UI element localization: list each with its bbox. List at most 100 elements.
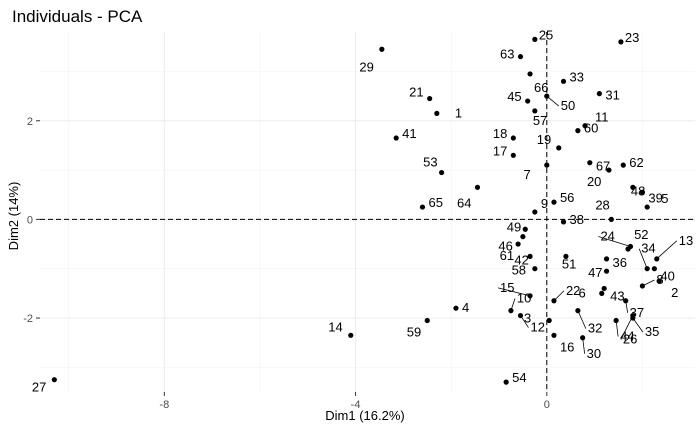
point-label-33: 33 <box>570 69 584 84</box>
data-point-10 <box>508 308 514 314</box>
data-point-35 <box>630 315 636 321</box>
label-leader-line <box>615 320 619 337</box>
point-label-3: 3 <box>524 310 531 325</box>
data-point-64 <box>474 184 481 190</box>
label-leader-line <box>656 240 678 260</box>
label-leader-line <box>582 337 586 354</box>
data-point-66 <box>527 71 533 77</box>
data-point-22 <box>551 298 557 304</box>
data-point-19 <box>556 145 562 151</box>
data-point-36 <box>603 268 610 274</box>
reference-lines <box>40 32 695 392</box>
data-point-5 <box>644 204 650 210</box>
data-point-6 <box>599 290 605 296</box>
chart-title: Individuals - PCA <box>12 7 143 26</box>
data-point-18 <box>510 135 516 141</box>
point-label-34: 34 <box>641 241 655 256</box>
data-point-47 <box>603 256 610 262</box>
point-label-54: 54 <box>512 370 526 385</box>
point-label-49: 49 <box>507 219 521 234</box>
y-tick-label: 0 <box>27 214 33 226</box>
data-point-17 <box>510 152 516 158</box>
label-leader-line <box>638 248 648 269</box>
point-label-42: 42 <box>514 253 528 268</box>
data-point-60 <box>575 128 581 134</box>
point-label-9: 9 <box>541 196 548 211</box>
data-point-54 <box>503 379 509 385</box>
data-point-62 <box>620 162 626 168</box>
data-point-12 <box>517 312 524 319</box>
data-point-14 <box>348 332 354 338</box>
data-point-4 <box>453 305 459 311</box>
data-point-13 <box>654 256 660 262</box>
point-label-32: 32 <box>588 321 602 336</box>
data-point-53 <box>439 169 445 176</box>
data-point-67 <box>587 160 593 166</box>
point-label-31: 31 <box>605 88 619 103</box>
point-label-22: 22 <box>566 283 580 298</box>
data-point-41 <box>393 135 399 141</box>
data-point-27 <box>51 377 57 383</box>
point-label-7: 7 <box>524 167 531 182</box>
point-label-25: 25 <box>539 27 553 42</box>
point-label-12: 12 <box>530 320 544 335</box>
point-label-67: 67 <box>596 159 610 174</box>
point-label-5: 5 <box>661 191 668 206</box>
y-axis-title: Dim2 (14%) <box>6 182 21 251</box>
data-point-25 <box>532 36 538 42</box>
data-point-8 <box>639 283 646 289</box>
y-tick-label: 2 <box>27 116 33 128</box>
y-axis-ticks: -2 0 2 <box>23 116 40 325</box>
data-point-20 <box>606 167 612 173</box>
point-label-21: 21 <box>409 85 423 100</box>
point-label-11: 11 <box>595 110 609 125</box>
point-label-53: 53 <box>423 155 437 170</box>
point-label-17: 17 <box>493 143 507 158</box>
label-leader-line <box>632 317 644 333</box>
x-tick-label: -8 <box>159 399 169 411</box>
point-label-2: 2 <box>671 285 678 300</box>
data-point-56 <box>551 199 557 205</box>
data-point-50 <box>544 93 550 99</box>
point-label-4: 4 <box>462 300 469 315</box>
data-point-1 <box>434 110 440 116</box>
point-label-27: 27 <box>32 380 46 395</box>
point-label-59: 59 <box>407 324 421 339</box>
x-tick-label: 0 <box>544 399 550 411</box>
point-label-38: 38 <box>570 212 584 227</box>
point-label-46: 46 <box>498 239 512 254</box>
y-tick-label: -2 <box>23 313 33 325</box>
point-label-20: 20 <box>587 174 601 189</box>
point-label-10: 10 <box>517 291 531 306</box>
data-point-44 <box>613 317 619 324</box>
point-label-37: 37 <box>630 305 644 320</box>
data-point-3 <box>546 317 552 324</box>
data-point-49 <box>522 226 528 232</box>
x-axis-ticks: -8 -4 0 <box>159 392 550 411</box>
point-label-60: 60 <box>584 121 598 136</box>
point-label-16: 16 <box>560 339 574 354</box>
data-point-43 <box>601 285 607 292</box>
point-label-13: 13 <box>679 233 693 248</box>
label-leader-line <box>497 287 531 297</box>
point-label-41: 41 <box>402 126 416 141</box>
data-point-58 <box>527 253 533 259</box>
data-point-30 <box>580 335 586 341</box>
data-point-37 <box>623 298 629 304</box>
point-label-56: 56 <box>560 190 574 205</box>
point-label-18: 18 <box>493 126 507 141</box>
data-point-42 <box>532 266 538 272</box>
data-point-34 <box>644 266 650 272</box>
point-label-30: 30 <box>587 346 601 361</box>
data-point-46 <box>520 234 526 240</box>
label-leader-line <box>577 310 587 329</box>
point-label-24: 24 <box>600 229 614 244</box>
data-point-21 <box>427 95 433 102</box>
point-label-35: 35 <box>645 324 659 339</box>
point-label-29: 29 <box>359 59 373 74</box>
point-label-51: 51 <box>562 256 576 271</box>
point-label-65: 65 <box>428 195 442 210</box>
data-point-11 <box>582 123 588 129</box>
point-label-62: 62 <box>629 155 643 170</box>
